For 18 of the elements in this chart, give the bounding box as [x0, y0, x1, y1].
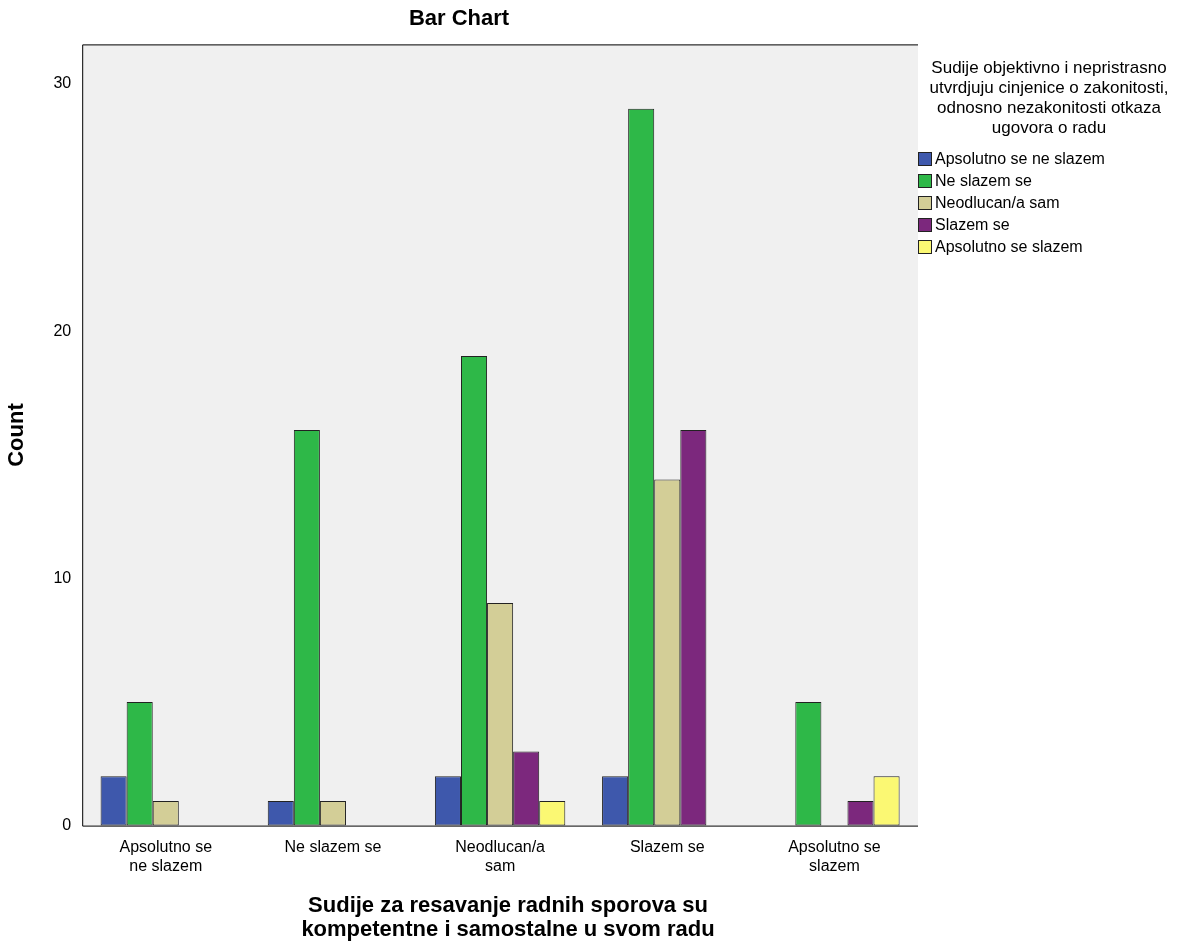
legend-label: Apsolutno se ne slazem [935, 150, 1105, 168]
x-tick-label: Ne slazem se [284, 837, 382, 855]
x-axis-title: Sudije za resavanje radnih sporova su kompetentne i samostalne u svom radu [300, 892, 716, 941]
x-tick-label: Apsolutno se ne slazem [119, 837, 213, 874]
x-tick-label: Apsolutno se slazem [788, 837, 881, 874]
legend-label: Neodlucan/a sam [935, 194, 1060, 212]
y-axis-title: Count [3, 402, 29, 467]
chart-title: Bar Chart [408, 5, 510, 31]
legend-label: Ne slazem se [935, 172, 1032, 190]
x-tick-label: Neodlucan/a sam [455, 837, 546, 874]
legend-label: Apsolutno se slazem [935, 238, 1083, 256]
legend-title: Sudije objektivno i nepristrasno utvrdjuju cinjenice o zakonitosti, odnosno nezakonitosti otkaza ugovora o radu [928, 58, 1170, 138]
y-tick-label: 0 [62, 816, 72, 834]
y-tick-label: 20 [53, 321, 72, 339]
x-tick-label: Slazem se [629, 837, 705, 855]
y-tick-label: 10 [53, 568, 72, 586]
y-tick-label: 30 [53, 74, 72, 92]
legend-label: Slazem se [935, 216, 1010, 234]
